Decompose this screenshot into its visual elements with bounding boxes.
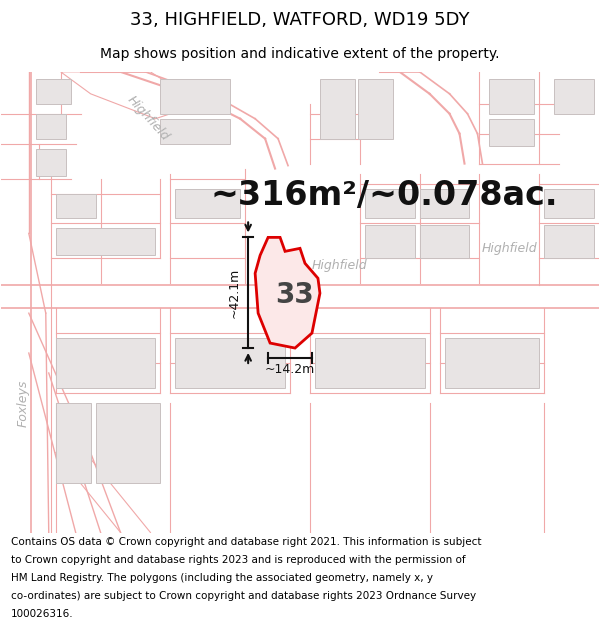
Polygon shape xyxy=(419,189,469,218)
Polygon shape xyxy=(36,149,65,176)
Text: 100026316.: 100026316. xyxy=(11,609,73,619)
Text: 33, HIGHFIELD, WATFORD, WD19 5DY: 33, HIGHFIELD, WATFORD, WD19 5DY xyxy=(130,11,470,29)
Polygon shape xyxy=(36,114,65,139)
Polygon shape xyxy=(490,119,535,146)
Polygon shape xyxy=(61,72,200,119)
Polygon shape xyxy=(445,338,539,388)
Polygon shape xyxy=(56,338,155,388)
Text: to Crown copyright and database rights 2023 and is reproduced with the permissio: to Crown copyright and database rights 2… xyxy=(11,555,466,565)
Polygon shape xyxy=(255,238,320,348)
Text: ~316m²/~0.078ac.: ~316m²/~0.078ac. xyxy=(210,179,558,212)
Polygon shape xyxy=(358,79,393,139)
Polygon shape xyxy=(175,189,240,218)
Text: ~14.2m: ~14.2m xyxy=(265,364,315,376)
Text: co-ordinates) are subject to Crown copyright and database rights 2023 Ordnance S: co-ordinates) are subject to Crown copyr… xyxy=(11,591,476,601)
Polygon shape xyxy=(490,79,535,114)
Text: Map shows position and indicative extent of the property.: Map shows position and indicative extent… xyxy=(100,47,500,61)
Polygon shape xyxy=(544,226,594,258)
Polygon shape xyxy=(419,226,469,258)
Text: Highfield: Highfield xyxy=(312,259,368,272)
Polygon shape xyxy=(315,338,425,388)
Text: Highfield: Highfield xyxy=(125,94,172,144)
Polygon shape xyxy=(95,403,160,482)
Polygon shape xyxy=(365,189,415,218)
Polygon shape xyxy=(36,79,71,104)
Text: HM Land Registry. The polygons (including the associated geometry, namely x, y: HM Land Registry. The polygons (includin… xyxy=(11,573,433,583)
Polygon shape xyxy=(175,338,285,388)
Polygon shape xyxy=(56,194,95,218)
Text: ~42.1m: ~42.1m xyxy=(227,268,240,318)
Polygon shape xyxy=(56,403,91,482)
Polygon shape xyxy=(320,79,355,139)
Polygon shape xyxy=(365,226,415,258)
Text: 33: 33 xyxy=(275,281,314,309)
Polygon shape xyxy=(160,119,230,144)
Text: Foxleys: Foxleys xyxy=(16,379,29,427)
Polygon shape xyxy=(554,79,594,114)
Polygon shape xyxy=(160,79,230,114)
Polygon shape xyxy=(544,189,594,218)
Text: Contains OS data © Crown copyright and database right 2021. This information is : Contains OS data © Crown copyright and d… xyxy=(11,537,481,547)
Polygon shape xyxy=(56,228,155,256)
Text: Highfield: Highfield xyxy=(482,242,537,255)
